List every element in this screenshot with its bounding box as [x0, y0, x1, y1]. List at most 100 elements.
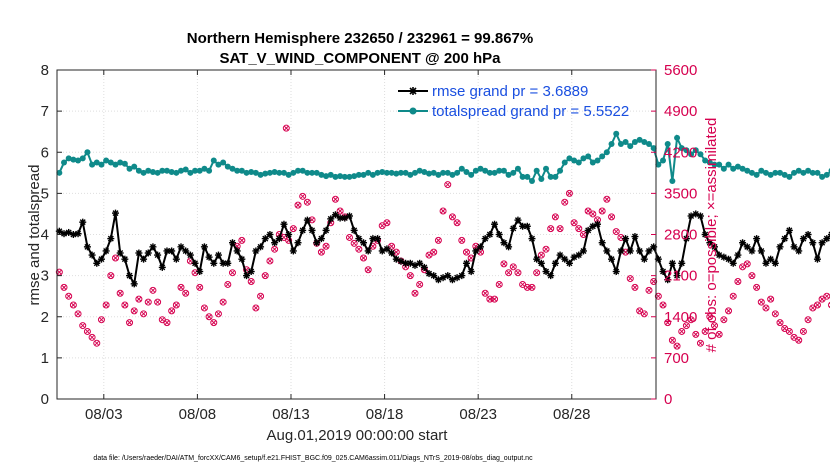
ast-d2 — [664, 276, 671, 283]
chart-title-line2: SAT_V_WIND_COMPONENT @ 200 hPa — [219, 50, 501, 67]
obs-point — [682, 322, 690, 330]
spread-point — [117, 159, 124, 166]
obs-circle — [682, 322, 690, 330]
obs-circle — [748, 272, 756, 280]
ast-d2 — [514, 217, 521, 224]
obs-point — [135, 295, 143, 303]
spread-point — [706, 159, 713, 166]
rmse-point — [247, 268, 255, 276]
rmse-point — [748, 247, 756, 255]
rmse-point — [701, 231, 709, 238]
obs-cross-b — [99, 317, 104, 323]
obs-cross-b — [89, 334, 95, 340]
rmse-point — [69, 231, 77, 238]
obs-cross-b — [581, 232, 586, 237]
obs-circle — [589, 210, 597, 218]
spread-point — [168, 168, 175, 175]
ast-d2 — [178, 243, 185, 250]
ast-d2 — [636, 247, 643, 254]
spread-point — [56, 169, 63, 176]
spread-point — [173, 169, 180, 176]
ast-d2 — [262, 235, 269, 242]
ast-d2 — [486, 231, 493, 238]
obs-circle — [116, 289, 124, 297]
obs-point — [200, 304, 208, 312]
obs-point — [551, 213, 559, 221]
obs-cross-b — [538, 252, 544, 258]
obs-point — [462, 248, 470, 256]
obs-cross-b — [459, 238, 465, 243]
spread-point — [805, 167, 812, 174]
spread-point — [514, 165, 521, 172]
obs-point — [725, 307, 733, 315]
spread-point — [65, 155, 72, 162]
rmse-point — [111, 209, 119, 217]
ast-d2 — [617, 247, 624, 254]
spread-point — [243, 169, 250, 176]
obs-circle — [734, 278, 742, 285]
legend-spread-label: totalspread grand pr = 5.5522 — [432, 103, 629, 120]
obs-cross-b — [319, 249, 324, 255]
spread-point — [669, 178, 676, 185]
obs-cross-b — [740, 264, 745, 270]
spread-point — [163, 167, 170, 174]
spread-point — [585, 153, 592, 160]
spread-point — [800, 169, 807, 176]
obs-circle — [715, 330, 723, 338]
obs-circle — [608, 213, 616, 221]
ast-d2 — [505, 243, 512, 250]
obs-cross-b — [290, 226, 296, 231]
obs-circle — [299, 192, 307, 200]
obs-point — [458, 236, 466, 244]
rmse-point — [177, 243, 185, 251]
obs-cross-b — [613, 229, 619, 234]
ast-d2 — [734, 252, 741, 259]
ast-d2 — [103, 247, 110, 254]
spread-point — [393, 170, 400, 177]
spread-point — [772, 169, 779, 176]
ast-d2 — [641, 256, 648, 263]
obs-cross-b — [805, 317, 811, 323]
obs-cross-b — [735, 279, 741, 284]
ast-d2 — [468, 268, 475, 275]
spread-point — [655, 161, 662, 168]
obs-circle — [154, 298, 162, 306]
rmse-point — [364, 247, 372, 255]
spread-point — [660, 157, 667, 164]
legend-spread-marker — [409, 107, 417, 115]
spread-point — [631, 138, 638, 145]
obs-cross-b — [117, 290, 123, 296]
rmse-point — [238, 255, 246, 263]
obs-circle — [257, 292, 265, 300]
obs-point — [88, 333, 96, 341]
obs-circle — [406, 272, 414, 280]
obs-point — [523, 283, 531, 291]
obs-cross-b — [609, 214, 614, 220]
obs-point — [224, 280, 232, 288]
obs-circle — [537, 251, 545, 259]
rmse-point — [228, 239, 236, 247]
obs-point — [654, 292, 662, 300]
rmse-point — [739, 239, 747, 247]
spread-point — [201, 165, 208, 172]
ast-d2 — [93, 260, 100, 267]
spread-point — [229, 165, 236, 172]
obs-circle — [163, 319, 171, 327]
rmse-point — [790, 243, 798, 251]
obs-circle — [514, 269, 522, 277]
ast-d2 — [135, 250, 142, 257]
obs-circle — [570, 219, 578, 227]
obs-circle — [144, 298, 152, 306]
ast-d2 — [795, 247, 802, 254]
x-tick-label: 08/18 — [366, 406, 404, 423]
ast-d2 — [744, 243, 751, 250]
obs-cross-b — [520, 282, 525, 287]
obs-cross-b — [445, 182, 451, 187]
obs-cross-b — [253, 305, 259, 311]
rmse-point — [537, 259, 545, 267]
spread-point — [650, 145, 657, 152]
obs-cross-b — [801, 329, 806, 334]
obs-point — [97, 316, 105, 324]
obs-circle — [317, 248, 325, 256]
rmse-point — [135, 249, 143, 257]
